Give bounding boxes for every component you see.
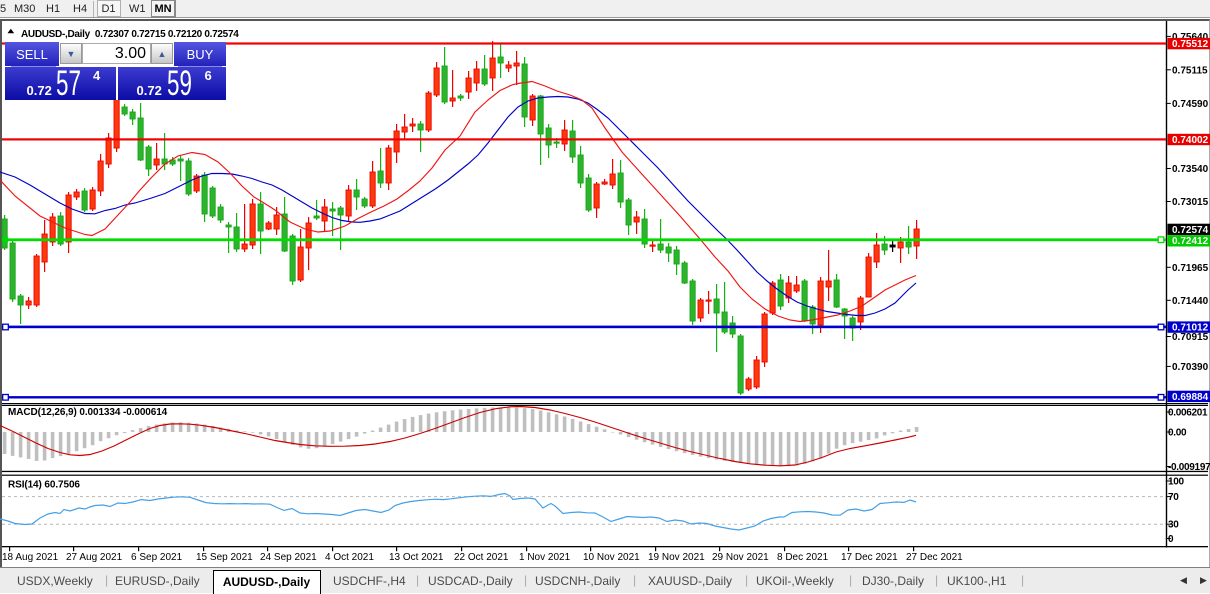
svg-text:100: 100 [1168, 477, 1185, 488]
svg-text:22 Oct 2021: 22 Oct 2021 [454, 552, 509, 563]
svg-text:27 Aug 2021: 27 Aug 2021 [66, 552, 123, 563]
svg-text:0.72412: 0.72412 [1172, 236, 1209, 247]
svg-text:70: 70 [1168, 492, 1179, 503]
svg-text:0.69884: 0.69884 [1172, 392, 1209, 403]
svg-text:27 Dec 2021: 27 Dec 2021 [906, 552, 963, 563]
svg-text:0.73540: 0.73540 [1172, 164, 1209, 175]
svg-text:4 Oct 2021: 4 Oct 2021 [325, 552, 374, 563]
svg-text:18 Aug 2021: 18 Aug 2021 [2, 552, 59, 563]
svg-text:8 Dec 2021: 8 Dec 2021 [777, 552, 829, 563]
svg-text:RSI(14) 60.7506: RSI(14) 60.7506 [8, 480, 80, 491]
svg-text:AUDUSD-,Daily 0.72307 0.72715: AUDUSD-,Daily 0.72307 0.72715 0.72120 0.… [21, 29, 239, 40]
svg-text:0.75115: 0.75115 [1172, 65, 1208, 76]
svg-text:15 Sep 2021: 15 Sep 2021 [196, 552, 253, 563]
svg-text:0.72574: 0.72574 [1172, 225, 1209, 236]
svg-text:0.006201: 0.006201 [1168, 408, 1208, 419]
svg-text:0.00: 0.00 [1168, 428, 1187, 439]
svg-text:0.74002: 0.74002 [1172, 135, 1209, 146]
svg-text:17 Dec 2021: 17 Dec 2021 [841, 552, 898, 563]
svg-text:6 Sep 2021: 6 Sep 2021 [131, 552, 183, 563]
svg-text:0.74590: 0.74590 [1172, 99, 1209, 110]
svg-text:24 Sep 2021: 24 Sep 2021 [260, 552, 317, 563]
svg-text:29 Nov 2021: 29 Nov 2021 [712, 552, 769, 563]
svg-text:0.71965: 0.71965 [1172, 263, 1209, 274]
svg-text:MACD(12,26,9) 0.001334 -0.0006: MACD(12,26,9) 0.001334 -0.000614 [8, 407, 168, 418]
svg-text:0.71440: 0.71440 [1172, 296, 1209, 307]
svg-text:0.70915: 0.70915 [1172, 332, 1209, 343]
svg-text:-0.009197: -0.009197 [1168, 462, 1210, 473]
svg-text:0.73015: 0.73015 [1172, 197, 1209, 208]
svg-text:13 Oct 2021: 13 Oct 2021 [389, 552, 444, 563]
svg-text:30: 30 [1168, 520, 1179, 531]
svg-text:0: 0 [1168, 534, 1174, 545]
svg-text:0.70390: 0.70390 [1172, 362, 1209, 373]
svg-text:0.75512: 0.75512 [1172, 39, 1209, 50]
svg-text:10 Nov 2021: 10 Nov 2021 [583, 552, 640, 563]
svg-text:0.71012: 0.71012 [1172, 323, 1209, 334]
svg-text:19 Nov 2021: 19 Nov 2021 [648, 552, 705, 563]
svg-text:1 Nov 2021: 1 Nov 2021 [519, 552, 571, 563]
